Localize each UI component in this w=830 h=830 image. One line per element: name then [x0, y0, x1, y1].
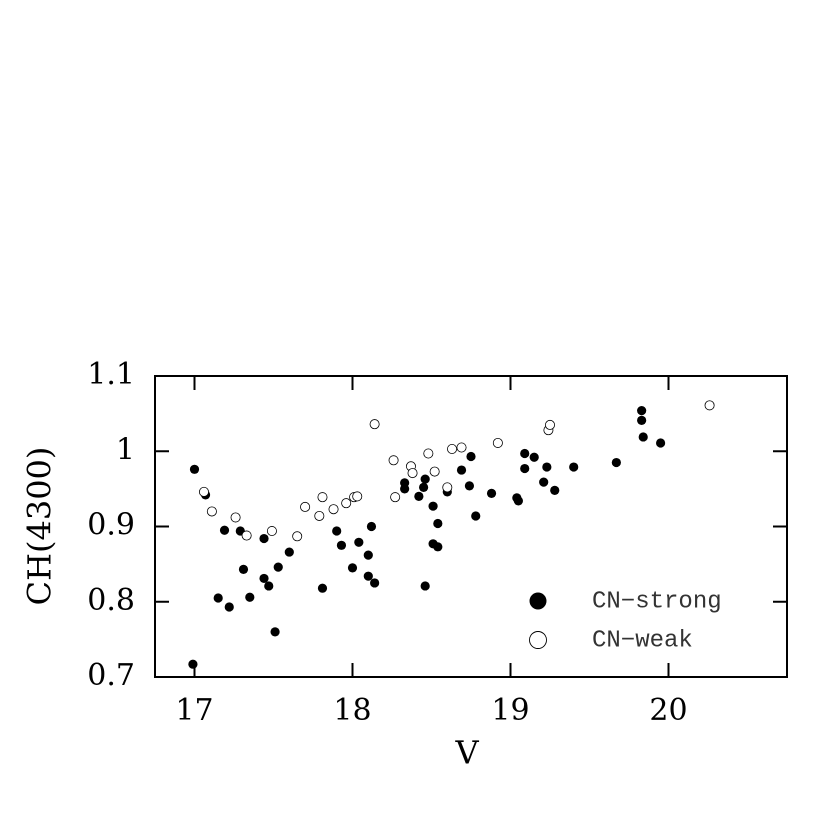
- point: [238, 564, 249, 574]
- point: [332, 526, 342, 536]
- point: [456, 442, 467, 453]
- y-tick-label: 0.8: [87, 583, 135, 618]
- point: [270, 627, 280, 637]
- x-tick-label: 18: [333, 693, 371, 728]
- point: [366, 521, 377, 532]
- x-tick-label: 19: [491, 693, 529, 728]
- point: [317, 492, 328, 503]
- point: [704, 400, 715, 411]
- point: [363, 571, 373, 581]
- point: [420, 581, 430, 591]
- point: [492, 437, 503, 448]
- point: [224, 602, 234, 612]
- point: [550, 485, 560, 495]
- point: [656, 438, 666, 448]
- point: [471, 511, 481, 521]
- point: [388, 455, 399, 466]
- point: [314, 510, 325, 521]
- point: [292, 531, 303, 542]
- point: [230, 512, 241, 523]
- y-tick-label: 0.9: [87, 508, 135, 543]
- point: [390, 492, 401, 503]
- y-tick-label: 1.1: [87, 357, 135, 392]
- point: [245, 592, 255, 602]
- legend-marker: [529, 592, 547, 610]
- point: [219, 525, 230, 535]
- point: [284, 547, 294, 557]
- point: [433, 542, 443, 552]
- point: [569, 462, 579, 472]
- y-tick-label: 0.7: [87, 658, 135, 693]
- point: [328, 504, 339, 515]
- point: [336, 540, 347, 550]
- point: [637, 406, 647, 416]
- point: [266, 526, 277, 537]
- point: [369, 419, 380, 430]
- point: [637, 415, 647, 425]
- point: [447, 443, 458, 454]
- point: [206, 506, 217, 517]
- point: [464, 481, 475, 491]
- point: [189, 464, 200, 474]
- point: [486, 488, 497, 498]
- point: [198, 486, 209, 497]
- point: [428, 501, 438, 511]
- legend-label: CN−strong: [592, 588, 722, 615]
- point: [259, 573, 269, 584]
- point: [400, 484, 410, 494]
- point: [423, 448, 434, 459]
- point: [638, 432, 648, 442]
- point: [419, 482, 429, 492]
- x-tick-label: 20: [649, 693, 687, 728]
- legend-label: CN−weak: [592, 627, 693, 654]
- point: [241, 530, 252, 541]
- point: [466, 451, 476, 462]
- point: [264, 581, 274, 591]
- point: [341, 498, 352, 509]
- y-axis-label: CH(4300): [21, 447, 59, 606]
- y-tick-label: 1: [116, 432, 135, 467]
- point: [539, 477, 549, 487]
- point: [456, 465, 467, 475]
- point: [354, 537, 364, 547]
- point: [420, 474, 430, 484]
- point: [545, 419, 556, 430]
- point: [213, 593, 223, 603]
- point: [273, 562, 283, 572]
- x-tick-label: 17: [175, 693, 213, 728]
- point: [300, 501, 311, 512]
- legend-marker: [529, 631, 547, 649]
- point: [520, 448, 530, 459]
- point: [529, 452, 539, 462]
- point: [352, 491, 363, 502]
- point: [259, 533, 269, 544]
- point: [370, 578, 380, 588]
- point: [611, 457, 621, 468]
- point: [407, 468, 418, 479]
- point: [542, 462, 552, 472]
- point: [513, 496, 524, 506]
- point: [363, 550, 373, 560]
- point: [442, 482, 453, 493]
- point: [317, 583, 328, 593]
- point: [433, 518, 443, 529]
- point: [520, 463, 530, 474]
- x-axis-label: V: [454, 734, 479, 772]
- point: [414, 491, 424, 501]
- point: [429, 466, 440, 477]
- point: [188, 659, 198, 669]
- point: [347, 563, 358, 573]
